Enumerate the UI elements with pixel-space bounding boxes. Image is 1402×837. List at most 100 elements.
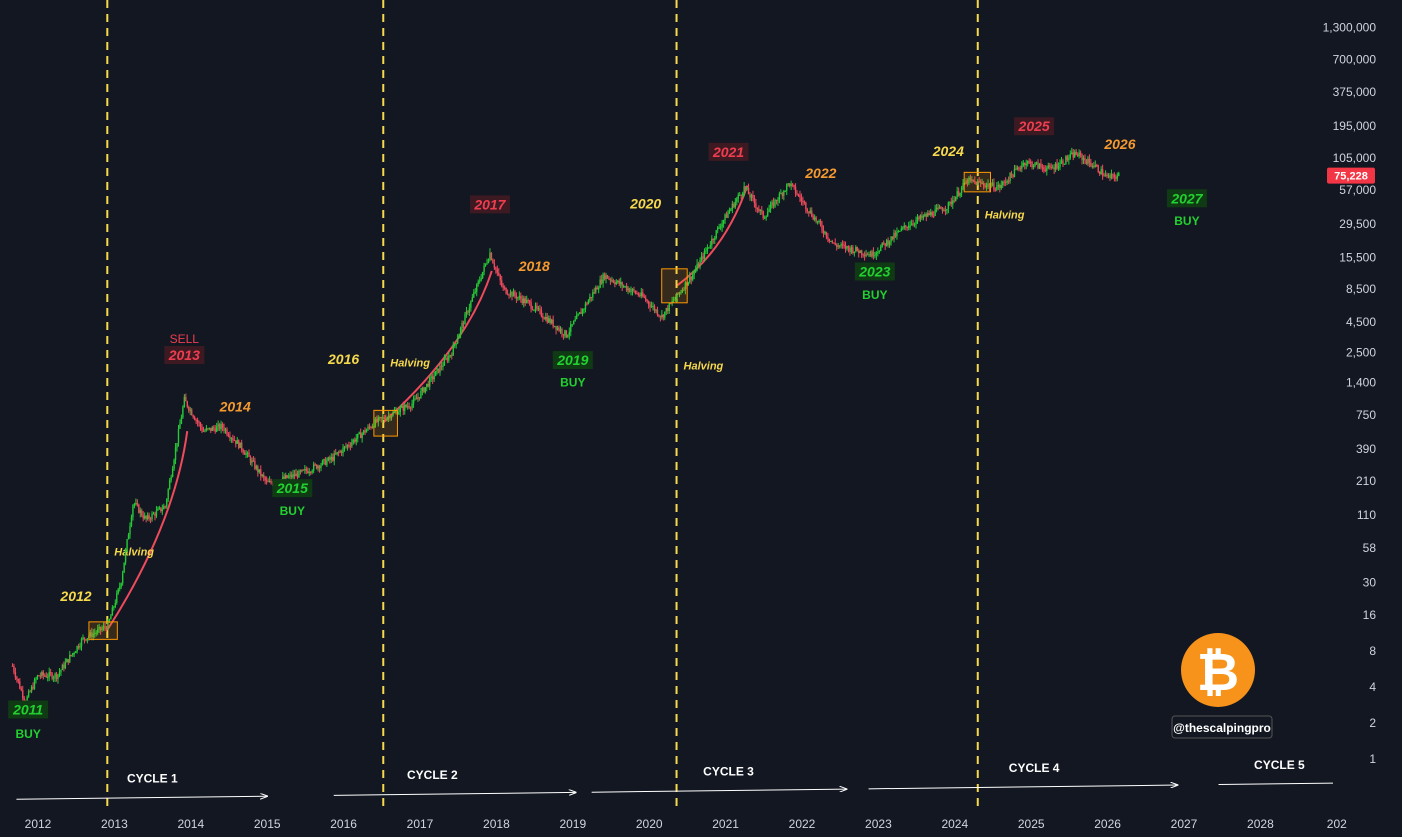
candle-body — [957, 191, 960, 196]
candle-body — [508, 294, 510, 296]
candle-body — [1050, 166, 1052, 169]
candle-body — [649, 304, 651, 308]
buy-label: BUY — [280, 504, 305, 518]
candle-body — [545, 316, 547, 320]
candle-body — [174, 447, 177, 460]
candle-body — [334, 453, 337, 455]
candle-body — [953, 200, 955, 202]
candle-body — [440, 365, 443, 367]
candle-body — [661, 314, 663, 318]
candle-body — [984, 185, 986, 188]
candle-body — [1047, 165, 1049, 169]
candle-body — [996, 186, 998, 190]
candle-body — [962, 183, 964, 188]
candle-body — [672, 300, 675, 302]
candle-body — [622, 286, 625, 288]
halving-label: Halving — [390, 358, 430, 370]
candle-body — [94, 633, 96, 635]
candle-body — [645, 297, 647, 301]
candle-body — [640, 292, 642, 296]
candle-body — [333, 453, 335, 461]
candle-body — [193, 417, 196, 420]
candle-body — [764, 217, 766, 219]
halving-year-label: 2012 — [59, 588, 91, 604]
candle-body — [358, 432, 360, 434]
price-axis[interactable]: 1,300,000 700,000 375,000 195,000 105,000 57,… — [1323, 21, 1377, 767]
candle-body — [621, 282, 623, 287]
candle-body — [315, 464, 318, 469]
candle-body — [841, 244, 844, 246]
candle-body — [592, 292, 594, 298]
candle-body — [553, 325, 556, 327]
candle-body — [825, 231, 828, 238]
candle-body — [730, 208, 732, 211]
candle-body — [89, 632, 92, 637]
candle-body — [252, 460, 255, 462]
candle-body — [647, 301, 650, 305]
candle-body — [261, 474, 263, 476]
y-tick-label: 750 — [1356, 408, 1376, 422]
candle-body — [233, 439, 236, 441]
candle-body — [884, 243, 886, 246]
candle-body — [126, 539, 128, 551]
candle-body — [869, 254, 872, 257]
candle-body — [1082, 158, 1085, 161]
candle-body — [583, 309, 585, 311]
candle-body — [739, 194, 741, 196]
candle-body — [505, 287, 507, 294]
candle-body — [133, 503, 136, 506]
candle-body — [982, 183, 985, 186]
candle-body — [35, 678, 37, 680]
candle-body — [518, 296, 521, 298]
candle-body — [235, 440, 237, 444]
y-tick-label: 4 — [1369, 680, 1376, 694]
candle-body — [38, 675, 40, 677]
buy-label: BUY — [15, 727, 40, 741]
candle-body — [675, 292, 678, 299]
candle-body — [36, 675, 39, 679]
time-axis[interactable]: 2012 2013 2014 2015 2016 2017 2018 2019 2020 2021… — [25, 817, 1347, 831]
candle-body — [286, 475, 288, 478]
candle-body — [1051, 167, 1054, 169]
candle-body — [290, 474, 293, 478]
candle-body — [80, 638, 83, 647]
halving-lines: Halving Halving Halving Halving — [106, 0, 1025, 812]
candle-body — [141, 510, 143, 516]
candle-body — [260, 469, 262, 476]
candle-body — [855, 247, 857, 252]
correction-year-label: 2014 — [219, 399, 251, 415]
x-tick-label: 2028 — [1247, 817, 1274, 831]
candle-body — [383, 417, 385, 419]
candle-body — [459, 327, 462, 335]
candle-body — [771, 202, 773, 205]
candle-body — [496, 269, 499, 273]
candle-body — [404, 404, 406, 411]
candle-body — [509, 291, 512, 296]
candle-body — [258, 469, 260, 473]
candle-body — [415, 398, 418, 400]
candle-body — [971, 179, 973, 181]
candle-body — [64, 662, 67, 669]
candle-body — [82, 637, 84, 639]
candle-body — [49, 672, 52, 674]
candle-body — [533, 309, 535, 311]
candle-body — [293, 474, 296, 477]
candle-body — [960, 187, 963, 194]
candle-body — [589, 296, 591, 301]
candle-body — [1022, 162, 1024, 166]
candle-body — [608, 278, 610, 280]
candle-body — [1069, 153, 1072, 158]
candle-body — [975, 181, 977, 185]
candle-body — [145, 515, 147, 519]
candle-body — [168, 480, 171, 490]
candle-body — [525, 300, 528, 304]
candle-body — [587, 300, 590, 305]
x-tick-label: 2023 — [865, 817, 892, 831]
candle-body — [806, 209, 809, 212]
candle-body — [79, 646, 81, 648]
candle-body — [214, 428, 216, 432]
candle-body — [1056, 163, 1058, 169]
candle-body — [110, 615, 112, 620]
candle-body — [361, 433, 363, 439]
year-badge — [708, 142, 749, 161]
